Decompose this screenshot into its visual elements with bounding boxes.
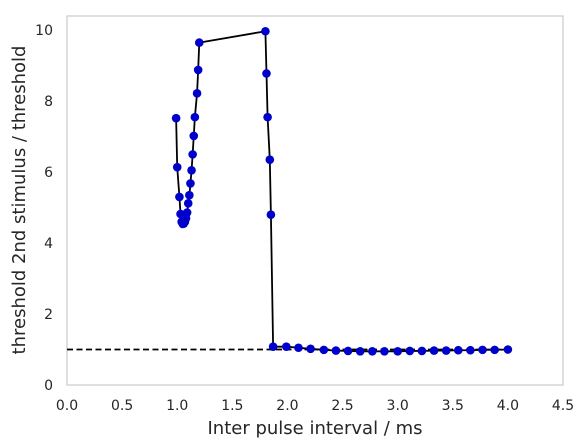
data-point bbox=[268, 342, 278, 351]
data-point bbox=[187, 166, 196, 175]
data-point bbox=[368, 346, 377, 356]
y-tick-label: 6 bbox=[44, 165, 53, 181]
data-point bbox=[266, 210, 276, 219]
data-point bbox=[182, 208, 192, 217]
y-axis-ticks: 0 2 4 6 8 10 bbox=[35, 23, 53, 394]
y-tick-label: 10 bbox=[35, 23, 53, 39]
data-point bbox=[306, 344, 315, 354]
data-point bbox=[343, 346, 353, 356]
x-tick-label: 3.5 bbox=[442, 398, 464, 414]
data-point bbox=[490, 345, 499, 355]
x-tick-label: 1.5 bbox=[221, 398, 243, 414]
y-tick-label: 2 bbox=[44, 307, 53, 323]
x-tick-label: 4.5 bbox=[552, 398, 574, 414]
plot-area bbox=[66, 15, 564, 386]
data-point bbox=[194, 38, 204, 47]
data-point bbox=[417, 346, 427, 356]
data-point bbox=[190, 112, 200, 122]
x-tick-label: 2.0 bbox=[276, 398, 298, 414]
data-point bbox=[503, 345, 513, 354]
data-point bbox=[263, 112, 272, 122]
data-point bbox=[453, 345, 463, 355]
data-point bbox=[478, 345, 487, 355]
data-point bbox=[265, 155, 275, 164]
data-point bbox=[355, 346, 365, 356]
data-point bbox=[172, 162, 182, 172]
data-point bbox=[192, 89, 202, 98]
series-group bbox=[171, 26, 513, 356]
x-tick-label: 3.0 bbox=[387, 398, 409, 414]
x-tick-label: 0.5 bbox=[111, 398, 133, 414]
x-axis-ticks: 0.0 0.5 1.0 1.5 2.0 2.5 3.0 3.5 4.0 4.5 bbox=[56, 398, 574, 414]
data-point bbox=[262, 69, 271, 78]
y-tick-label: 8 bbox=[44, 94, 53, 110]
x-tick-label: 1.0 bbox=[166, 398, 188, 414]
data-point bbox=[380, 346, 389, 356]
x-tick-label: 0.0 bbox=[56, 398, 78, 414]
data-point bbox=[188, 150, 197, 159]
data-point bbox=[261, 26, 270, 36]
data-point bbox=[183, 199, 193, 208]
data-point bbox=[185, 190, 194, 200]
data-point bbox=[441, 346, 451, 355]
data-point bbox=[189, 131, 199, 141]
data-point bbox=[466, 345, 475, 355]
data-point bbox=[393, 346, 402, 356]
data-point bbox=[193, 65, 203, 75]
data-point bbox=[429, 346, 439, 355]
data-point bbox=[175, 192, 184, 202]
x-tick-label: 4.0 bbox=[497, 398, 519, 414]
y-axis-label: threshold 2nd stimulus / threshold bbox=[9, 46, 30, 355]
data-point bbox=[319, 345, 329, 355]
y-tick-label: 0 bbox=[44, 378, 53, 394]
x-tick-label: 2.5 bbox=[331, 398, 353, 414]
data-point bbox=[405, 346, 415, 356]
data-point bbox=[186, 179, 195, 188]
x-axis-label: Inter pulse interval / ms bbox=[207, 418, 422, 439]
data-point bbox=[331, 346, 341, 355]
data-point bbox=[171, 113, 181, 123]
data-point bbox=[282, 342, 291, 351]
data-point bbox=[294, 343, 303, 353]
y-tick-label: 4 bbox=[44, 236, 53, 252]
